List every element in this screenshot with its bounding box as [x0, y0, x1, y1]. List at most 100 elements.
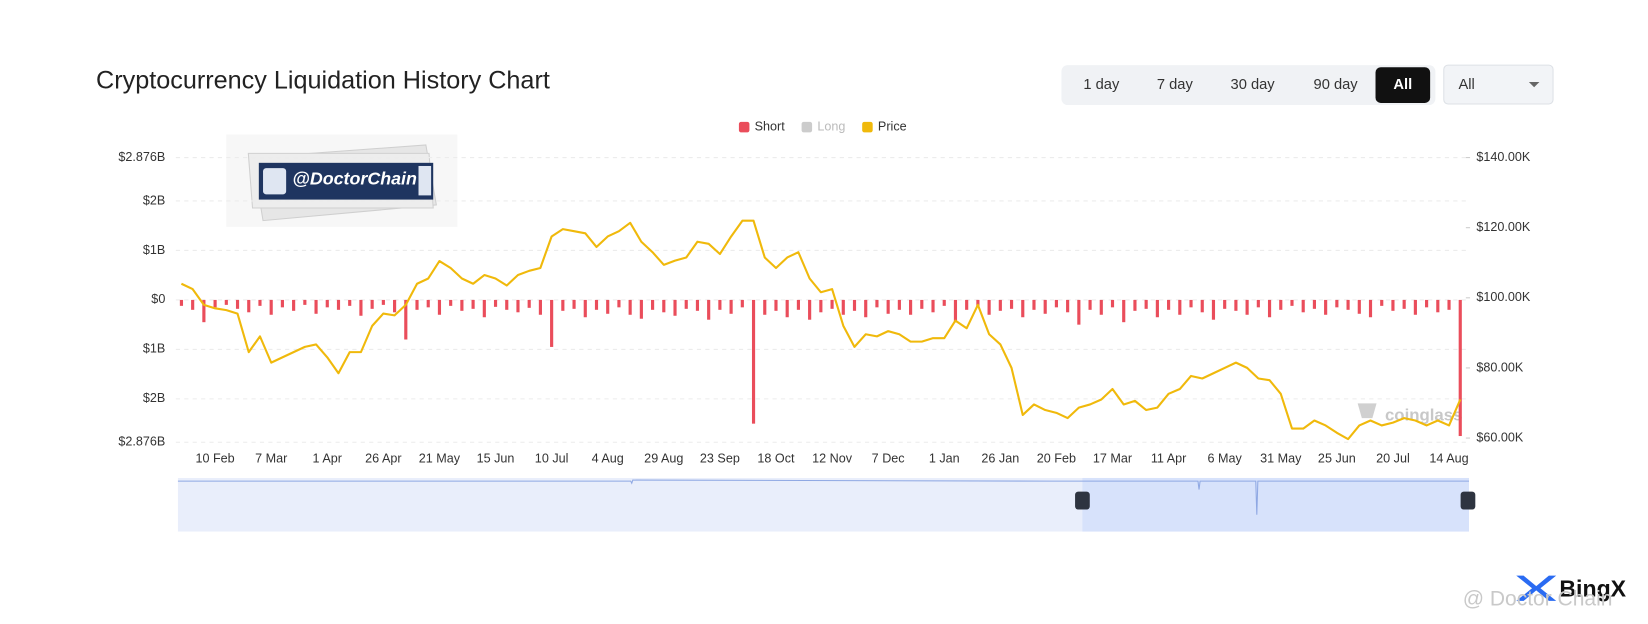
y-tick-label: $2B — [143, 193, 165, 207]
short-bar — [920, 299, 924, 309]
short-bar — [550, 299, 554, 347]
short-bar — [191, 299, 195, 310]
short-bar — [606, 299, 610, 314]
short-bar — [1335, 299, 1339, 308]
short-bar — [1167, 299, 1171, 310]
short-bar — [953, 299, 958, 323]
short-bar — [269, 299, 273, 315]
range-button[interactable]: 90 day — [1314, 77, 1359, 93]
short-bar — [1155, 299, 1159, 318]
short-bar — [1144, 299, 1148, 309]
short-bar — [336, 299, 341, 310]
short-bar — [886, 299, 890, 314]
y2-tick-label: $140.00K — [1476, 150, 1531, 164]
brand-text: BingX — [1559, 575, 1626, 601]
short-bar — [1312, 299, 1316, 309]
y2-tick-label: $100.00K — [1476, 290, 1531, 304]
short-bar — [179, 299, 184, 306]
short-bar — [684, 299, 688, 309]
short-bar — [572, 299, 576, 309]
source-icon — [1357, 403, 1377, 419]
short-bar — [224, 299, 228, 305]
short-bar — [1009, 299, 1014, 309]
short-bar — [909, 299, 913, 315]
short-bar — [1043, 299, 1047, 314]
x-tick-label: 26 Jan — [981, 451, 1019, 465]
short-bar — [1447, 299, 1451, 310]
short-bar — [1200, 299, 1204, 313]
short-bar — [774, 299, 778, 311]
legend-swatch[interactable] — [862, 121, 873, 133]
dropdown[interactable] — [1443, 64, 1554, 105]
x-tick-label: 25 Jun — [1318, 451, 1356, 465]
short-bar — [426, 299, 430, 308]
short-bar — [1413, 299, 1417, 315]
short-bar — [1223, 299, 1227, 309]
short-bar — [639, 299, 643, 319]
short-bar — [1324, 299, 1328, 315]
range-button[interactable]: All — [1393, 77, 1412, 93]
short-bar — [292, 299, 296, 311]
short-bar — [370, 299, 374, 309]
legend-swatch[interactable] — [738, 121, 750, 133]
x-tick-label: 1 Jan — [929, 451, 960, 465]
short-bar — [449, 299, 453, 306]
legend-label[interactable]: Long — [817, 119, 845, 133]
x-tick-label: 10 Feb — [195, 451, 234, 465]
short-bar — [303, 299, 307, 305]
short-bar — [202, 299, 206, 323]
legend-label[interactable]: Short — [755, 119, 786, 133]
badge-text: @DoctorChain — [292, 168, 417, 188]
range-button-active[interactable] — [1375, 67, 1431, 103]
short-bar — [247, 299, 251, 313]
short-bar — [1279, 299, 1283, 310]
short-bar — [348, 299, 352, 306]
short-bar — [1122, 299, 1126, 323]
short-bar — [1368, 299, 1373, 318]
x-tick-label: 6 May — [1208, 451, 1243, 465]
price-line — [180, 219, 1462, 441]
short-bar — [740, 299, 744, 308]
short-bar — [864, 299, 868, 318]
short-bar — [819, 299, 823, 313]
badge-watermark: @DoctorChain — [226, 134, 458, 227]
range-button[interactable]: 1 day — [1083, 77, 1120, 93]
y-tick-label: $2B — [143, 391, 165, 405]
dropdown-label[interactable]: All — [1459, 77, 1475, 93]
y2-tick-label: $120.00K — [1476, 220, 1531, 234]
short-bar — [460, 299, 464, 311]
short-bar — [1458, 299, 1462, 437]
short-bar — [651, 299, 655, 310]
short-bar — [1357, 299, 1361, 314]
x-tick-label: 26 Apr — [365, 451, 401, 465]
short-bar — [594, 299, 599, 310]
range-button[interactable]: 7 day — [1157, 77, 1194, 93]
short-bar — [1391, 299, 1395, 311]
short-bar — [561, 299, 565, 311]
short-bar — [393, 299, 397, 313]
y-tick-label: $0 — [151, 292, 165, 306]
short-bar — [1088, 299, 1092, 310]
x-tick-label: 20 Feb — [1037, 451, 1076, 465]
short-bar — [1099, 299, 1103, 315]
short-bar — [942, 299, 946, 306]
short-bar — [493, 299, 498, 307]
short-bar — [852, 299, 857, 311]
legend-label[interactable]: Price — [878, 119, 907, 133]
x-tick-label: 15 Jun — [477, 451, 515, 465]
legend-swatch[interactable] — [801, 121, 813, 133]
x-tick-label: 23 Sep — [700, 451, 740, 465]
short-bar — [617, 299, 621, 308]
short-bar — [976, 299, 980, 308]
short-bar — [1425, 299, 1429, 308]
range-button[interactable]: 30 day — [1231, 77, 1276, 93]
short-bar — [1054, 299, 1058, 308]
x-tick-label: 14 Aug — [1429, 451, 1468, 465]
x-tick-label: 4 Aug — [592, 451, 624, 465]
short-bar — [897, 299, 901, 310]
short-bar — [1189, 299, 1193, 308]
x-tick-label: 18 Oct — [757, 451, 795, 465]
x-tick-label: 10 Jul — [535, 451, 569, 465]
short-bar — [516, 299, 520, 313]
